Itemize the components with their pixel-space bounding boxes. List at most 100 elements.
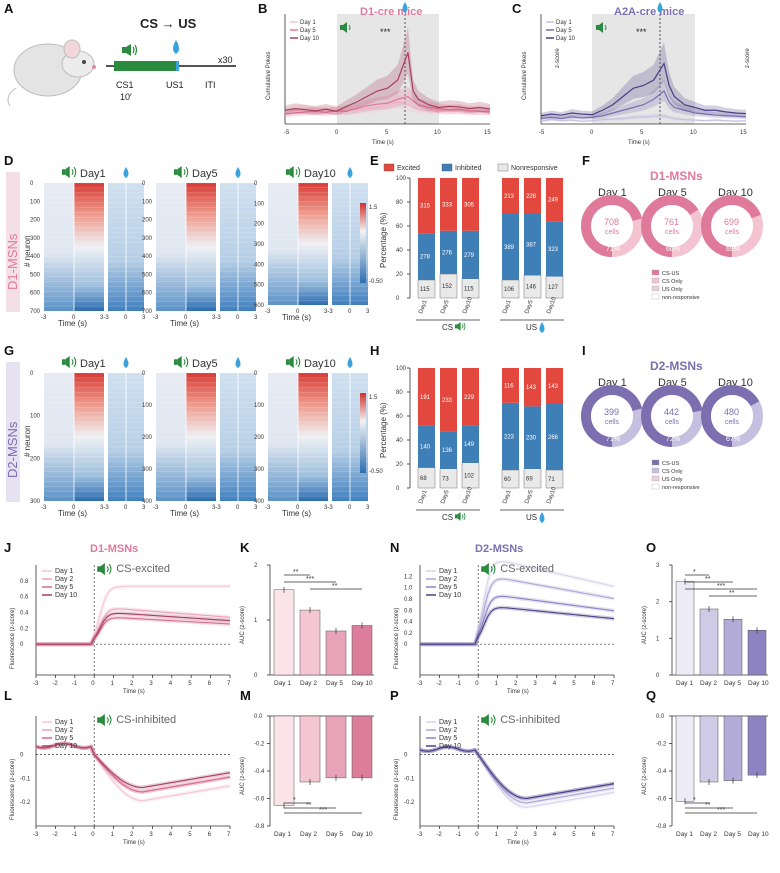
donut-hole [591,395,633,437]
legend-item: CS-US [662,271,679,277]
y-tick: 0 [404,642,408,648]
speaker-icon [174,166,189,179]
legend-item: Day 10 [55,743,77,750]
heatmap-post [298,183,328,305]
x-tick: 5 [572,832,576,838]
x-tick: -3 [41,315,47,321]
panel-letter-a: A [4,1,14,16]
drop-icon [347,167,353,178]
sig-label: * [293,797,296,804]
b-xtick: 5 [385,130,389,136]
auc-bar [699,608,719,676]
x-tick: Day1 [418,489,429,505]
x-tick: 3 [149,832,153,838]
speaker-body [455,324,458,329]
speaker-wave [461,514,464,519]
value-excited: 143 [526,385,537,391]
x-tick: 5 [188,681,192,687]
x-tick: Day1 [502,489,513,505]
panel-letter-b: B [258,1,267,16]
cs1-label: CS1 [116,80,134,90]
bar-inhibited [502,214,519,280]
legend-item: Excited [397,165,420,172]
x-tick: Day5 [524,489,535,505]
bar-inhibited [462,230,479,279]
x-label: Time (s) [507,840,529,846]
speaker-cone [484,563,489,576]
drop-icon [657,2,663,13]
panel-c-title: A2A-cre mice [614,6,684,18]
y-tick: 0.0 [254,714,263,720]
speaker-wave [185,166,189,178]
donut-pct: 67% [726,436,740,443]
speaker-wave [73,166,77,178]
y-tick: -0.8 [656,824,667,830]
y-tick: 200 [30,456,41,462]
side-label-bg [6,172,20,312]
panel-letter-p: P [390,688,399,703]
speaker-icon [174,356,189,369]
b-xtick: 0 [335,130,339,136]
x-tick: Day5 [524,299,535,315]
bar-excited [524,368,541,407]
x-tick: 3 [366,309,370,315]
series-band [541,42,746,119]
bar-inhibited [440,431,457,469]
speaker-icon [286,356,301,369]
x-tick: 2 [514,681,518,687]
panel-letter-k: K [240,540,250,555]
y-tick: 3 [656,563,660,569]
donut-arc-main [641,195,703,257]
x-tick: Day 5 [326,680,343,687]
donut-pct: 71% [606,246,620,253]
y-tick: 400 [254,262,265,268]
x-tick: -2 [52,681,58,687]
bar-excited [524,178,541,214]
x-tick: 2 [130,832,134,838]
speaker-icon [286,166,301,179]
x-tick: -3 [153,505,159,511]
day-label: Day10 [304,358,336,370]
y-tick: -0.4 [656,769,667,775]
bar-inhibited [524,406,541,469]
drop-icon [235,167,241,178]
sig-label: *** [306,576,314,583]
legend-item: Day 10 [556,36,576,42]
panel-h: H 0 20 40 60 80 100 Percentage (%) 68 140 191 Day1… [370,343,564,523]
value-excited: 305 [464,202,475,208]
donut-cells: 708 [604,217,619,227]
x-tick: -2 [436,832,442,838]
y-label: AUC (z-score) [240,606,246,644]
donut-pct: 66% [666,246,680,253]
y-tick: 0.0 [656,714,665,720]
drop-icon [539,322,545,333]
x-tick: Day10 [546,296,558,315]
value-excited: 116 [504,383,514,389]
legend-item: Nonresponsive [511,165,558,172]
legend-swatch [651,459,660,466]
y-label: AUC (z-score) [642,606,648,644]
value-nonresponsive: 60 [504,477,511,483]
y-label: AUC (z-score) [240,757,246,795]
series-band [541,79,746,121]
value-nonresponsive: 68 [420,476,427,482]
y-tick: 400 [142,254,153,260]
speaker-cone [457,322,461,331]
panel-a: A CS → US x30 CS1 10′ US1 ITI [4,1,236,107]
panel-letter-g: G [4,343,14,358]
b-xtick: 10 [434,130,441,136]
x-tick: -1 [456,832,462,838]
y-label: Fluorescence (z-score) [10,608,16,669]
value-excited: 229 [464,395,475,401]
y-tick: -0.8 [254,824,265,830]
x-tick: Day1 [418,299,429,315]
side-label-bg [6,362,20,502]
side-label: D2-MSNs [5,421,20,478]
bar-inhibited [440,230,457,274]
x-tick: 0 [184,315,188,321]
series-line [540,115,747,122]
y-tick: 600 [142,291,153,297]
bar-excited [440,178,457,231]
